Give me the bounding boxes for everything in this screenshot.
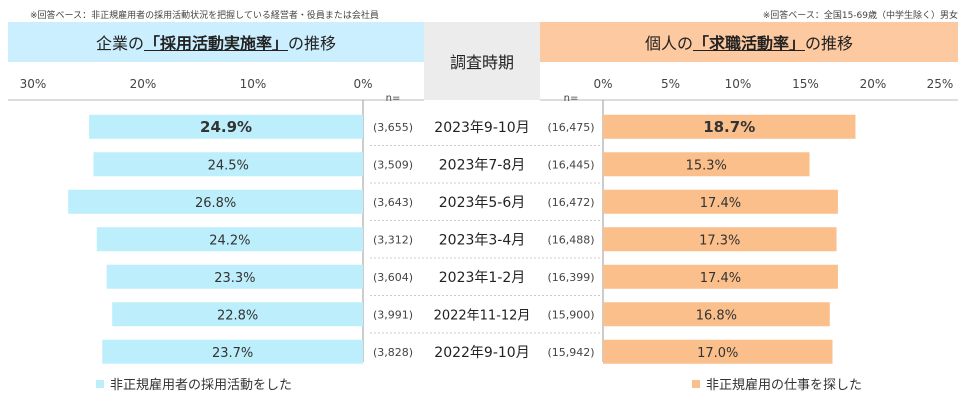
individual-bar-label: 15.3%	[686, 158, 727, 173]
company-bar	[112, 302, 363, 327]
period-label: 2022年9-10月	[434, 345, 529, 361]
individual-bar	[603, 189, 838, 214]
individual-header-suffix: の推移	[805, 34, 854, 53]
individual-header-highlight: 「求職活動率」	[692, 34, 805, 53]
note-left: ※回答ベース：非正規雇用者の採用活動状況を把握している経営者・役員または会社員	[30, 11, 379, 21]
individual-n-value: (16,475)	[547, 121, 594, 134]
legend-individual-label: 非正規雇用の仕事を探した	[706, 378, 863, 393]
company-bar-label: 24.5%	[208, 158, 249, 173]
company-bar-label: 23.7%	[212, 346, 253, 361]
individual-bar	[603, 302, 830, 327]
individual-n-value: (16,472)	[547, 196, 594, 209]
company-axis-tick: 20%	[130, 77, 157, 91]
individual-axis-tick: 5%	[661, 77, 680, 91]
individual-n-value: (16,488)	[547, 233, 594, 246]
company-bar	[68, 189, 363, 214]
period-label: 2023年7-8月	[439, 157, 526, 173]
period-header: 調査時期	[424, 22, 540, 100]
individual-bar	[603, 227, 837, 252]
company-n-value: (3,655)	[373, 121, 413, 134]
individual-n-value: (15,942)	[547, 346, 594, 359]
legend-company: 非正規雇用者の採用活動をした	[96, 374, 292, 393]
company-header: 企業の 「採用活動実施率」 の推移	[8, 22, 424, 62]
company-bar	[106, 264, 363, 289]
individual-header-prefix: 個人の	[644, 34, 693, 53]
company-bar	[93, 152, 363, 177]
individual-bar	[603, 152, 810, 177]
individual-bar-label: 16.8%	[696, 308, 737, 323]
note-right: ※回答ベース：全国15-69歳（中学生除く）男女	[762, 11, 958, 21]
company-bar-label: 24.9%	[200, 118, 252, 136]
individual-axis-tick: 10%	[725, 77, 752, 91]
period-label: 2023年1-2月	[439, 270, 526, 286]
individual-n-value: (16,445)	[547, 158, 594, 171]
company-bar-label: 24.2%	[209, 233, 250, 248]
company-bar-label: 22.8%	[217, 308, 258, 323]
company-n-value: (3,991)	[373, 308, 413, 321]
individual-n-label: n=	[564, 93, 579, 104]
legend-company-label: 非正規雇用者の採用活動をした	[110, 378, 293, 393]
individual-bar-label: 17.0%	[697, 346, 738, 361]
company-header-prefix: 企業の	[95, 34, 144, 53]
company-n-value: (3,604)	[373, 271, 413, 284]
legend-company-swatch	[96, 379, 104, 388]
company-header-suffix: の推移	[288, 34, 337, 53]
individual-n-value: (16,399)	[547, 271, 594, 284]
individual-axis-tick: 15%	[792, 77, 819, 91]
company-axis-tick: 0%	[353, 77, 372, 91]
individual-bar-label: 17.3%	[699, 233, 740, 248]
company-axis-tick: 30%	[20, 77, 47, 91]
company-n-label: n=	[386, 93, 401, 104]
company-n-value: (3,828)	[373, 346, 413, 359]
period-label: 2023年3-4月	[439, 232, 526, 248]
individual-bar	[603, 264, 838, 289]
company-n-value: (3,643)	[373, 196, 413, 209]
company-bar	[102, 339, 364, 364]
company-header-highlight: 「採用活動実施率」	[143, 34, 288, 53]
individual-n-value: (15,900)	[547, 308, 594, 321]
company-n-value: (3,312)	[373, 233, 413, 246]
company-bar	[89, 114, 363, 139]
individual-axis-tick: 25%	[927, 77, 954, 91]
company-n-value: (3,509)	[373, 158, 413, 171]
period-label: 2023年9-10月	[434, 120, 529, 136]
period-label: 2022年11-12月	[434, 308, 531, 323]
individual-bar	[603, 114, 856, 139]
individual-bar-label: 17.4%	[700, 196, 741, 211]
legend-individual-swatch	[692, 379, 700, 388]
individual-axis-tick: 20%	[860, 77, 887, 91]
individual-bar-label: 17.4%	[700, 271, 741, 286]
period-label: 2023年5-6月	[439, 195, 526, 211]
company-axis-tick: 10%	[240, 77, 267, 91]
legend-individual: 非正規雇用の仕事を探した	[692, 374, 862, 393]
individual-axis-tick: 0%	[593, 77, 612, 91]
individual-bar-label: 18.7%	[703, 118, 755, 136]
company-bar-label: 23.3%	[214, 271, 255, 286]
individual-header: 個人の 「求職活動率」 の推移	[540, 22, 958, 62]
company-bar-label: 26.8%	[195, 196, 236, 211]
individual-bar	[603, 339, 833, 364]
company-bar	[96, 227, 364, 252]
